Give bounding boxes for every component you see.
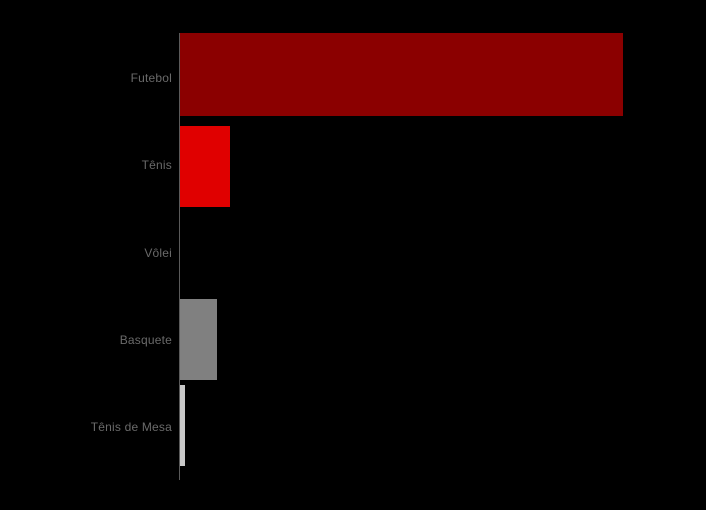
bar-band: Basquete — [0, 0, 706, 380]
bar-band: Vôlei — [0, 0, 706, 260]
category-label-basquete: Basquete — [119, 333, 172, 347]
bar-basquete[interactable] — [180, 299, 217, 380]
bar-tenis[interactable] — [180, 126, 230, 207]
category-label-tenis-de-mesa: Tênis de Mesa — [90, 420, 172, 434]
bar-band: Tênis de Mesa — [0, 0, 706, 466]
category-label-tenis: Tênis — [141, 158, 172, 172]
bar-futebol[interactable] — [180, 33, 623, 116]
bar-band: Futebol — [0, 0, 706, 116]
category-label-futebol: Futebol — [130, 71, 172, 85]
bar-tenis-de-mesa[interactable] — [180, 385, 185, 466]
category-label-volei: Vôlei — [144, 246, 172, 260]
bar-band: Tênis — [0, 0, 706, 207]
y-axis-line — [179, 33, 180, 480]
